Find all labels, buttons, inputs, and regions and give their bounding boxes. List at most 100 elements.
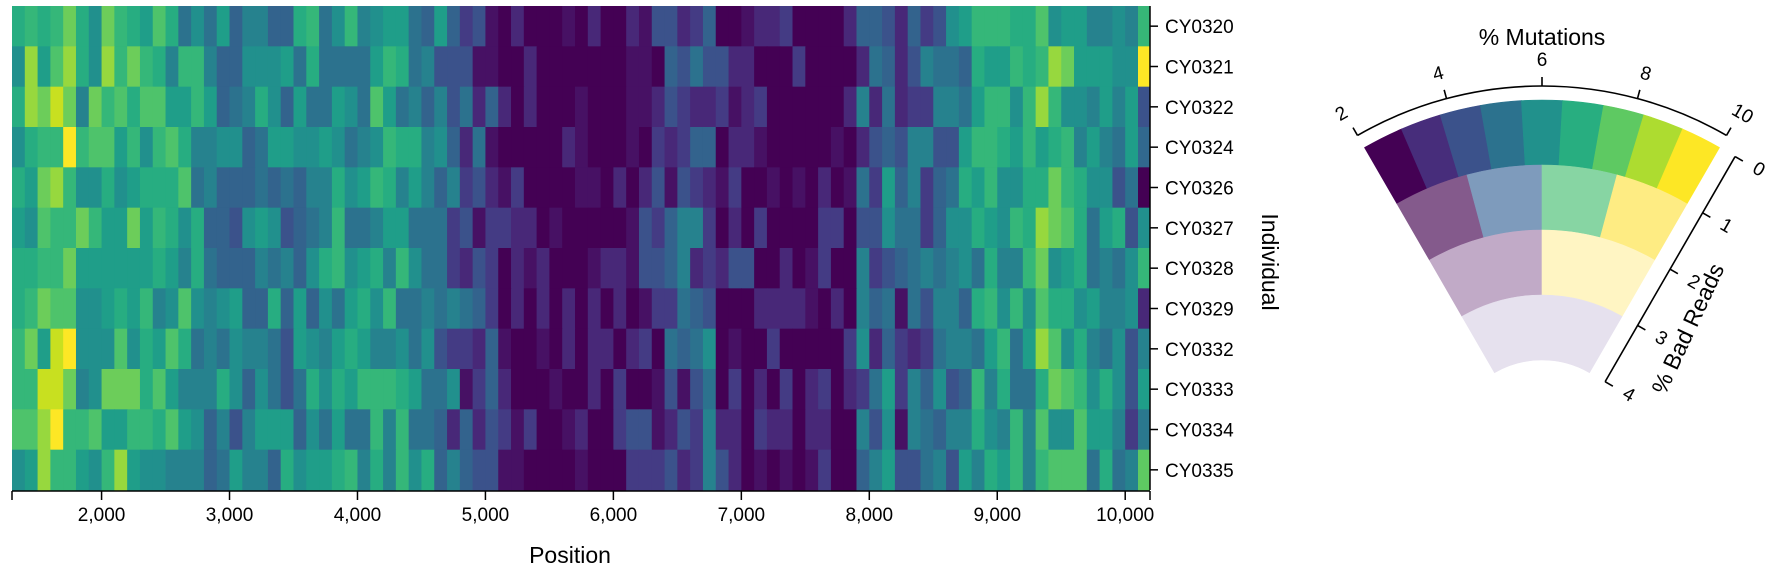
heatmap-cell [946,207,960,249]
heatmap-cell [907,46,922,88]
heatmap-cell [63,248,77,289]
heatmap-cell [383,449,397,491]
heatmap-cell [843,46,858,88]
heatmap-cell [37,248,51,289]
heatmap-cell [408,86,423,128]
heatmap-cell [741,167,755,209]
heatmap-cell [319,127,333,168]
heatmap-cell [1022,167,1037,209]
heatmap-cell [894,207,909,249]
heatmap-cell [139,449,154,491]
heatmap-cell [165,167,179,209]
heatmap-cell [24,86,39,128]
heatmap-cell [702,6,717,47]
heatmap-cell [114,409,128,451]
heatmap-cell [1035,86,1050,128]
heatmap-cell [626,248,640,289]
heatmap-cell [971,328,986,370]
heatmap-cell [792,369,806,410]
heatmap-cell [1022,409,1037,451]
heatmap-cell [191,127,205,168]
heatmap-cell [331,288,346,330]
heatmap-cell [152,409,167,451]
heatmap-cell [1125,86,1139,128]
heatmap-cell [37,207,51,249]
heatmap-cell [1048,167,1062,209]
heatmap-cell [728,127,742,168]
heatmap-edge-cell [1138,369,1150,410]
heatmap-cell [754,328,768,370]
heatmap-cell [1125,288,1139,330]
heatmap-cell [523,409,538,451]
heatmap-cell [1010,46,1024,88]
heatmap-cell [664,167,678,209]
heatmap-cell [651,449,666,491]
heatmap-cell [395,369,410,410]
heatmap-cell [203,449,218,491]
heatmap-cell [728,449,742,491]
heatmap-cell [472,127,487,168]
heatmap-cell [12,369,26,410]
heatmap-cell [319,167,333,209]
heatmap-cell [178,167,192,209]
heatmap-cell [1061,288,1075,330]
heatmap-edge-cell [1138,449,1150,491]
heatmap-cell [127,328,141,370]
heatmap-cell [690,449,704,491]
heatmap-cell [267,328,282,370]
heatmap-cell [830,86,845,128]
heatmap-cell [485,369,499,410]
heatmap-cell [75,248,90,289]
heatmap-cell [984,369,998,410]
heatmap-cell [203,207,218,249]
heatmap-cell [856,6,870,47]
heatmap-cell [715,207,730,249]
heatmap-cell [280,248,295,289]
heatmap-cell [203,86,218,128]
heatmap-cell [523,6,538,47]
heatmap-cell [690,369,704,410]
heatmap-cell [1035,46,1050,88]
heatmap-cell [331,127,346,168]
heatmap-cell [498,6,512,47]
heatmap-cell [984,86,998,128]
heatmap-cell [600,46,614,88]
heatmap-cell [293,248,307,289]
heatmap-cell [280,409,295,451]
heatmap-cell [1048,207,1062,249]
heatmap-cell [946,86,960,128]
heatmap-cell [50,369,64,410]
heatmap-cell [1099,167,1114,209]
heatmap-cell [370,369,384,410]
heatmap-cell [613,207,627,249]
heatmap-cell [344,248,359,289]
heatmap-cell [114,167,128,209]
heatmap-cell [459,288,474,330]
heatmap-cell [472,86,487,128]
heatmap-cell [395,328,410,370]
heatmap-cell [1125,248,1139,289]
heatmap-cell [408,369,423,410]
heatmap-cell [75,6,90,47]
heatmap-cell [280,207,295,249]
heatmap-cell [485,46,499,88]
heatmap-cell [523,248,538,289]
heatmap-cell [447,328,461,370]
heatmap-cell [728,6,742,47]
heatmap-cell [63,288,77,330]
heatmap-cell [677,86,691,128]
heatmap-cell [933,6,947,47]
heatmap-cell [946,409,960,451]
heatmap-cell [587,328,602,370]
heatmap-cell [677,288,691,330]
heatmap-cell [600,207,614,249]
heatmap-cell [229,328,243,370]
heatmap-cell [447,248,461,289]
heatmap-cell [549,127,563,168]
heatmap-cell [702,328,717,370]
heatmap-cell [920,248,934,289]
x-tick-label: 6,000 [590,505,638,526]
heatmap-cell [1035,369,1050,410]
heatmap-cell [907,449,922,491]
heatmap-cell [907,167,922,209]
